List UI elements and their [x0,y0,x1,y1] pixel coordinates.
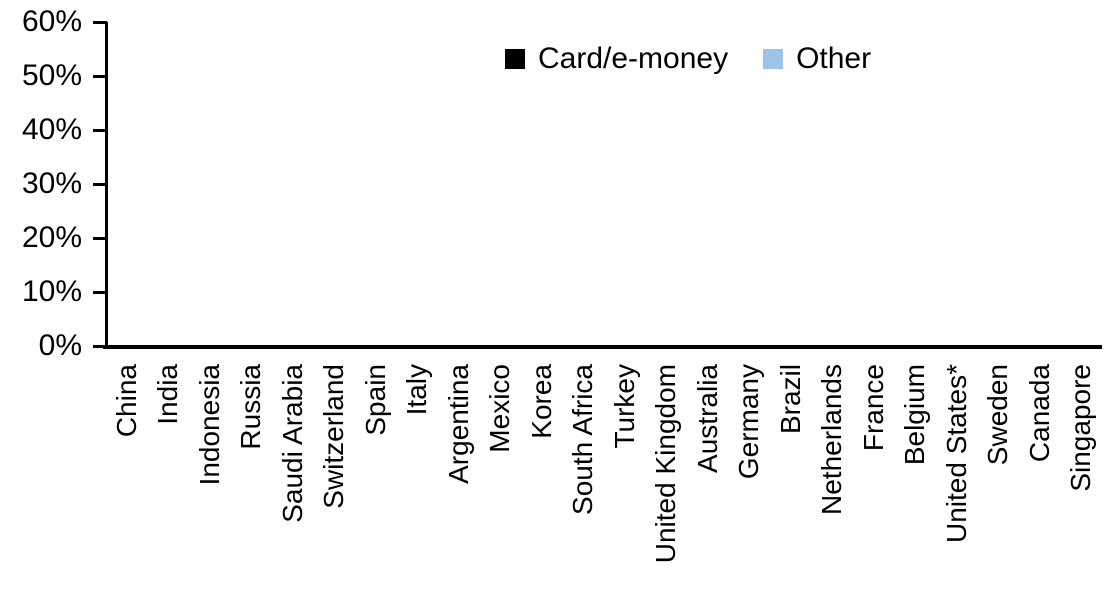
bar-group: United Kingdom [646,22,688,563]
legend-swatch-other [763,49,784,69]
x-axis-label: Australia [691,364,723,473]
x-axis-label: Belgium [899,364,931,466]
bar-group: Germany [729,22,771,479]
x-axis-label: Argentina [442,364,474,484]
bar-group: Saudi Arabia [272,22,314,523]
legend-label-card-e-money: Card/e-money [538,42,729,75]
plot-area: China India Indonesia Russia Saudi Arabia Swi… [106,22,1103,563]
x-axis-label: Italy [401,364,433,416]
bar-group: Indonesia [189,22,231,485]
bar-group: Italy [397,22,439,415]
bar-group: China [106,22,148,437]
x-axis-label: Indonesia [193,364,225,486]
bar-group: India [148,22,190,425]
legend-swatch-card-e-money [505,49,525,69]
bar-group: Brazil [770,22,812,434]
x-axis-label: Korea [525,364,557,439]
x-axis-label: Russia [235,364,267,450]
legend-label-other: Other [796,42,872,75]
bar-group: United States* [936,22,978,543]
x-axis-label: Canada [1023,364,1055,463]
x-axis-label: Singapore [1065,364,1097,492]
bar-group: Singapore [1061,22,1103,492]
y-axis-label: 0% [38,329,82,362]
x-axis-label: China [110,364,142,438]
bar-group: Russia [231,22,273,450]
bar-group: Mexico [480,22,522,453]
x-axis-label: Mexico [484,364,516,453]
y-tick [93,75,107,78]
bar-group: Argentina [438,22,480,484]
y-tick [93,183,107,186]
y-axis-label: 30% [21,167,82,200]
legend-item-other: Other [763,44,871,74]
x-axis-label: United Kingdom [650,364,682,564]
x-axis-line [103,345,1102,349]
y-tick [93,237,107,240]
y-axis-label: 50% [21,59,82,92]
bar-group: South Africa [563,22,605,515]
y-axis-label: 60% [21,5,82,38]
x-axis-label: Germany [733,364,765,480]
y-axis-label: 20% [21,221,82,254]
bar-group: Korea [521,22,563,439]
y-axis-label: 40% [21,113,82,146]
x-axis-label: Brazil [774,364,806,435]
bar-group: Switzerland [314,22,356,509]
x-axis-label: Saudi Arabia [276,364,308,523]
x-axis-label: South Africa [567,364,599,515]
x-axis-label: Spain [359,364,391,436]
x-axis-label: Switzerland [318,364,350,509]
x-axis-label: United States* [940,364,972,543]
y-tick [93,345,107,348]
y-tick [93,129,107,132]
bar-group: France [853,22,895,451]
bar-group: Canada [1019,22,1061,462]
bar-group: Spain [355,22,397,436]
x-axis-label: Sweden [982,364,1014,466]
legend: Card/e-money Other [505,44,871,74]
x-axis-label: Netherlands [816,364,848,515]
x-axis-label: Turkey [608,364,640,449]
x-axis-label: France [857,364,889,452]
y-tick [93,291,107,294]
legend-item-card-e-money: Card/e-money [505,44,728,74]
bar-group: Turkey [604,22,646,449]
bar-group: Belgium [895,22,937,465]
bar-group: Sweden [978,22,1020,465]
y-tick [93,21,107,24]
bar-group: Netherlands [812,22,854,515]
y-axis-label: 10% [21,275,82,308]
bar-group: Australia [687,22,729,473]
x-axis-label: India [152,364,184,425]
